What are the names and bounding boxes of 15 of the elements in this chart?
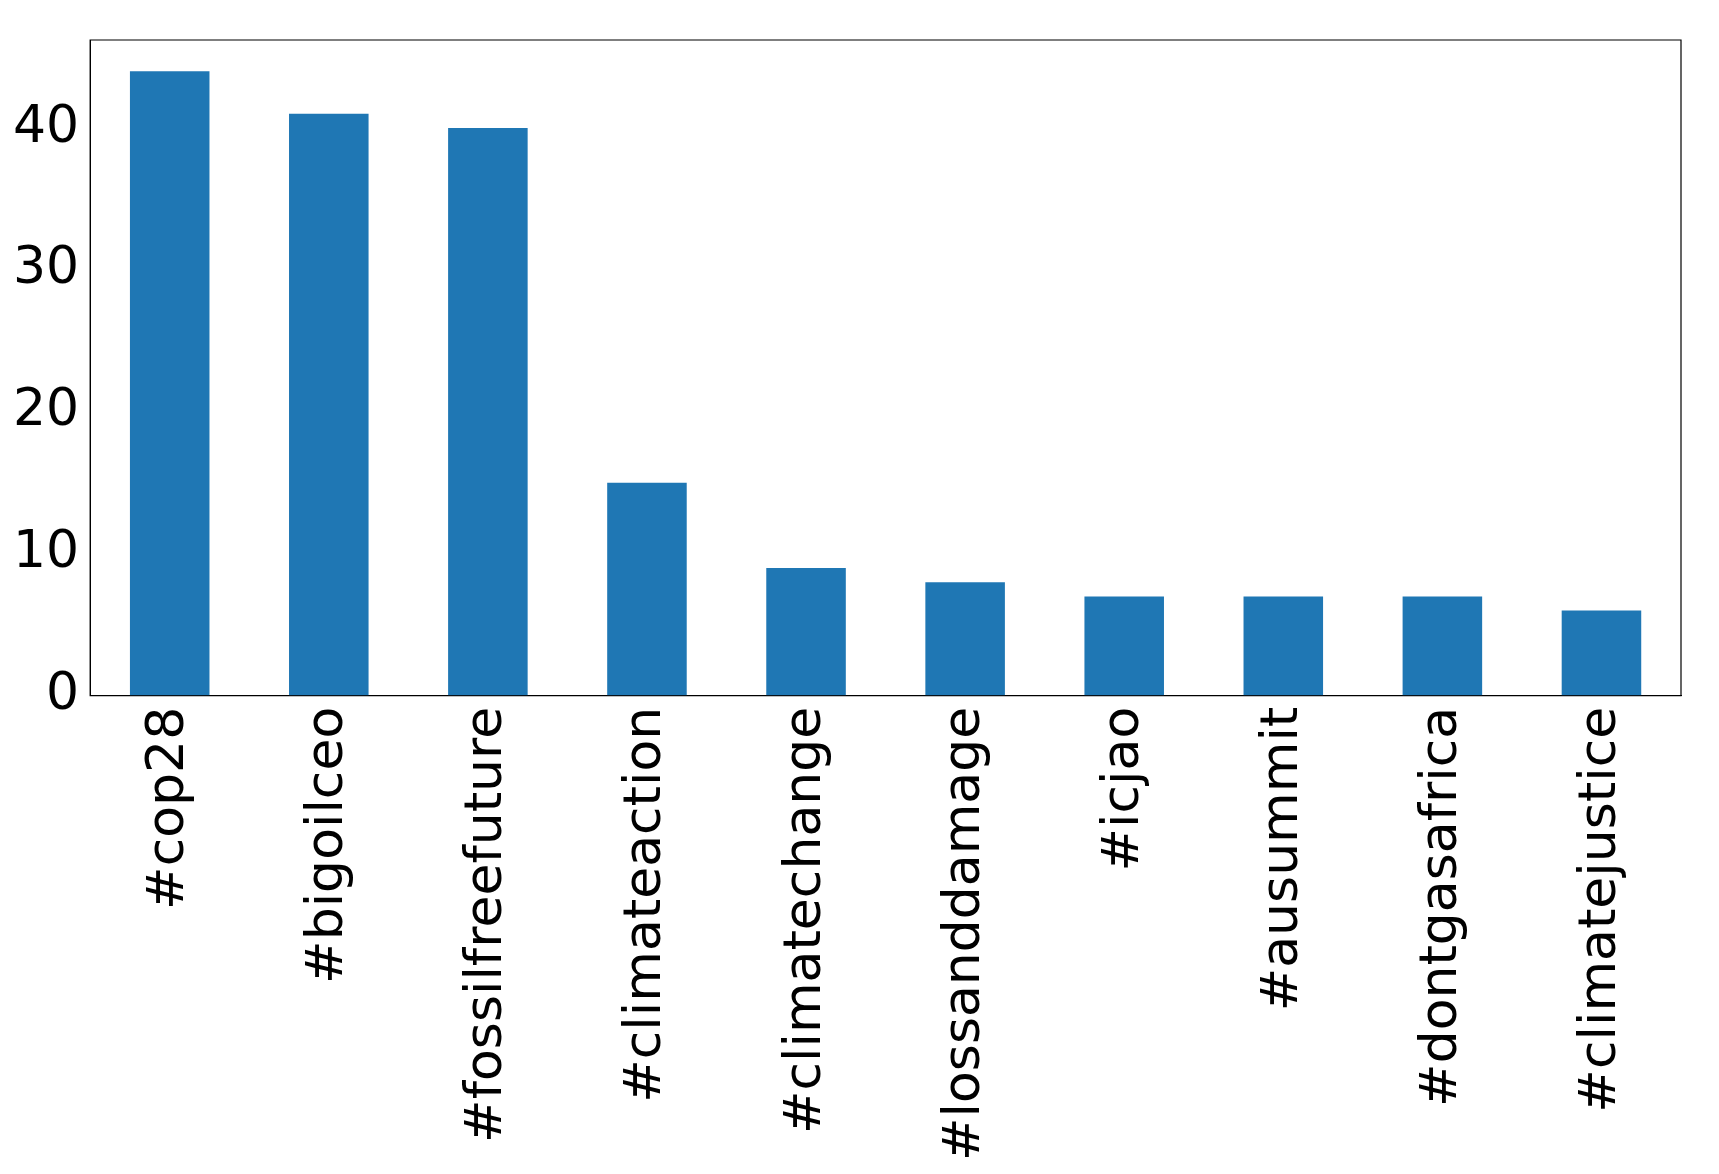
x-tick-label: #lossanddamage <box>930 706 991 1162</box>
y-tick-label: 30 <box>13 235 80 296</box>
x-tick-label: #fossilfreefuture <box>453 706 514 1143</box>
x-tick-label: #climatejustice <box>1566 706 1627 1113</box>
x-tick-label: #icjao <box>1089 706 1150 872</box>
x-tick-label: #dontgasafrica <box>1407 706 1468 1107</box>
x-tick-label: #climateaction <box>612 706 673 1103</box>
x-tick-label: #climatechange <box>771 706 832 1135</box>
y-tick-label: 40 <box>13 93 80 154</box>
x-tick-label: #ausummit <box>1248 706 1309 1012</box>
x-tick-label: #cop28 <box>135 706 196 910</box>
y-tick-label: 0 <box>46 661 80 722</box>
y-tick-label: 10 <box>13 519 80 580</box>
x-tick-label: #bigoilceo <box>294 706 355 984</box>
y-tick-label: 20 <box>13 377 80 438</box>
